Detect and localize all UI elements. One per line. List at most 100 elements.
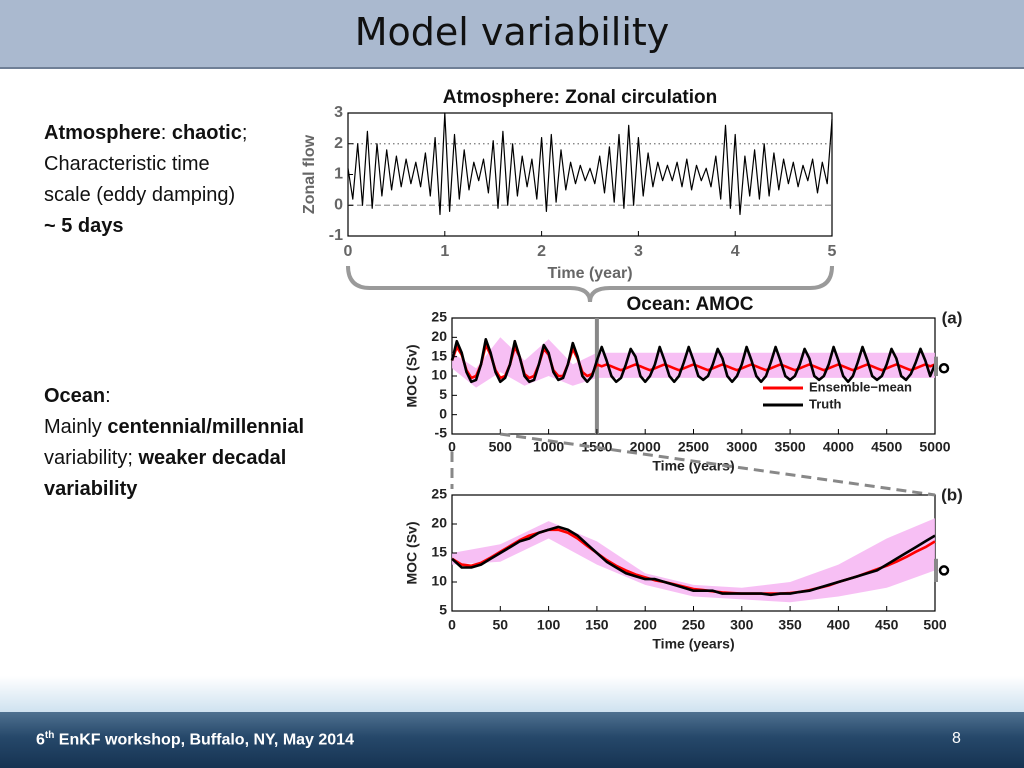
x-tick-label: 150 [585,617,609,633]
note-line: Mainly centennial/millennial [44,412,304,443]
y-tick-label: 2 [334,135,343,152]
y-tick-label: 20 [431,328,447,344]
y-tick-label: -5 [435,425,448,441]
x-tick-label: 2500 [678,439,709,455]
x-tick-label: 250 [682,617,706,633]
footer-ordinal-suffix: th [44,730,55,741]
x-tick-label: 3 [634,243,643,260]
note-text: ~ 5 days [44,215,124,237]
y-axis-label: MOC (Sv) [404,522,420,585]
side-marker [938,565,950,576]
footer-text: 6th EnKF workshop, Buffalo, NY, May 2014 [36,730,354,749]
x-tick-label: 450 [875,617,899,633]
y-tick-label: 15 [431,544,447,560]
note-text: Atmosphere [44,122,161,144]
slide-title: Model variability [354,10,670,54]
note-text: scale (eddy damping) [44,184,236,206]
note-line: Atmosphere: chaotic; [44,118,247,149]
y-tick-label: 0 [334,196,343,213]
side-range [934,558,938,582]
x-tick-label: 200 [634,617,658,633]
x-tick-label: 4500 [871,439,902,455]
x-tick-label: 300 [730,617,754,633]
note-text: centennial/millennial [107,416,305,438]
y-tick-label: 3 [334,104,343,121]
side-marker [938,363,950,374]
note-line: variability; weaker decadal [44,443,304,474]
footer: 6th EnKF workshop, Buffalo, NY, May 2014… [0,712,1024,768]
panel-label: (a) [942,308,963,327]
page-number: 8 [952,730,961,747]
x-tick-label: 2000 [630,439,661,455]
note-line: variability [44,474,304,505]
note-text: variability [44,478,138,500]
chart-title: Ocean: AMOC [626,294,753,315]
x-tick-label: 0 [344,243,353,260]
note-text: : [160,122,172,144]
footer-ordinal: 6 [36,731,45,749]
note-line: Characteristic time [44,149,247,180]
note-line: scale (eddy damping) [44,180,247,211]
footer-event: EnKF workshop, Buffalo, NY, May 2014 [54,731,354,749]
x-tick-label: 500 [489,439,513,455]
note-text: chaotic [171,122,242,144]
x-tick-label: 3500 [775,439,806,455]
x-tick-label: 2 [537,243,546,260]
note-text: Characteristic time [44,153,210,175]
note-text: Ocean [44,385,106,407]
x-tick-label: 5000 [919,439,950,455]
y-tick-label: 10 [431,367,447,383]
footer-haze [0,676,1024,712]
plot-frame [347,112,833,237]
x-axis-label: Time (years) [652,458,734,474]
x-tick-label: 5 [828,243,837,260]
y-tick-label: 15 [431,347,447,363]
zoom-connector [500,432,936,497]
x-tick-label: 1 [440,243,449,260]
x-axis-label: Time (years) [652,636,734,652]
chart-title: Atmosphere: Zonal circulation [443,87,717,108]
x-axis-label: Time (year) [547,265,632,282]
atmosphere-note: Atmosphere: chaotic; Characteristic time s… [44,118,247,242]
x-tick-label: 0 [448,439,456,455]
note-text: : [105,385,111,407]
x-tick-label: 4000 [823,439,854,455]
y-tick-label: 10 [431,573,447,589]
series-line [450,338,937,384]
legend-label: Ensemble−mean [809,379,912,394]
header-bar [0,0,1024,69]
side-range [934,356,938,376]
y-tick-label: 25 [431,486,447,502]
ocean-note: Ocean: Mainly centennial/millennial variab… [44,381,304,505]
y-tick-label: 20 [431,515,447,531]
y-axis-label: Zonal flow [301,134,318,214]
x-tick-label: 3000 [726,439,757,455]
note-text: weaker decadal [138,447,287,469]
y-tick-label: -1 [329,227,343,244]
x-tick-label: 50 [493,617,509,633]
series-line [347,112,833,216]
note-text: variability; [44,447,139,469]
note-text: ; [241,122,248,144]
legend-label: Truth [809,396,842,411]
note-line: Ocean: [44,381,304,412]
x-tick-label: 100 [537,617,561,633]
y-axis-label: MOC (Sv) [404,345,420,408]
series-line [451,525,936,597]
note-line: ~ 5 days [44,211,247,242]
y-tick-label: 25 [431,309,447,325]
x-tick-label: 4 [731,243,740,260]
panel-label: (b) [941,485,963,504]
chart: 0500100015002000250030003500400045005000… [404,294,963,474]
x-tick-label: 400 [827,617,851,633]
spread-band [452,518,935,603]
note-text: Mainly [44,416,108,438]
y-tick-label: 0 [439,405,447,421]
time-brace [346,265,834,303]
y-tick-label: 5 [439,386,447,402]
y-tick-label: 5 [439,602,447,618]
x-tick-label: 500 [923,617,947,633]
x-tick-label: 350 [778,617,802,633]
